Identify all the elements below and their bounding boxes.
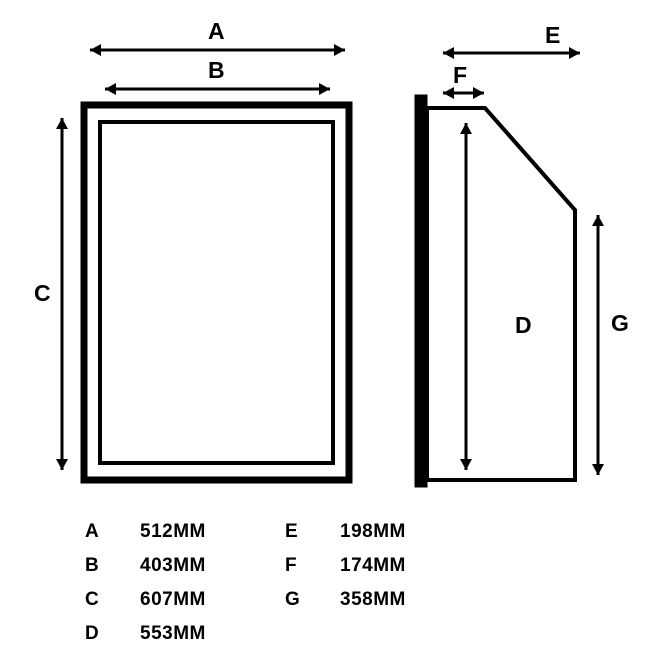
dimension-legend: A 512MM E 198MM B 403MM F 174MM C 607MM … [85, 520, 485, 656]
legend-label: G [285, 589, 340, 611]
legend-value: 358MM [340, 589, 485, 611]
legend-row: D 553MM [85, 622, 485, 646]
legend-label: E [285, 521, 340, 543]
dim-label-c: C [34, 280, 51, 307]
legend-row: B 403MM F 174MM [85, 554, 485, 578]
legend-row: A 512MM E 198MM [85, 520, 485, 544]
legend-value: 512MM [140, 521, 285, 543]
legend-row: C 607MM G 358MM [85, 588, 485, 612]
legend-label: B [85, 555, 140, 577]
legend-value: 198MM [340, 521, 485, 543]
legend-value: 553MM [140, 623, 285, 645]
dim-label-f: F [453, 62, 467, 89]
dim-label-b: B [208, 57, 225, 84]
dim-label-a: A [208, 18, 225, 45]
legend-label: A [85, 521, 140, 543]
legend-value: 403MM [140, 555, 285, 577]
legend-value: 607MM [140, 589, 285, 611]
legend-value: 174MM [340, 555, 485, 577]
legend-label: D [85, 623, 140, 645]
dim-label-d: D [515, 312, 532, 339]
legend-label: C [85, 589, 140, 611]
dim-label-e: E [545, 22, 560, 49]
legend-label: F [285, 555, 340, 577]
dim-label-g: G [611, 310, 629, 337]
